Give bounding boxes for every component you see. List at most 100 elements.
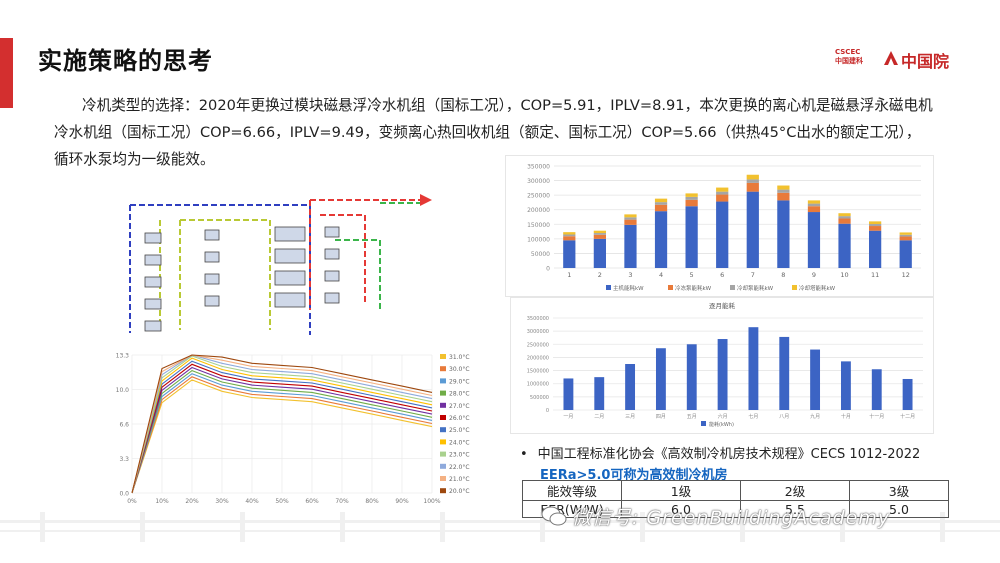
x-tick-label: 30% bbox=[215, 498, 229, 505]
x-tick-label: 一月 bbox=[563, 414, 573, 420]
legend-swatch bbox=[440, 488, 446, 494]
series-line bbox=[131, 363, 433, 494]
x-tick-label: 七月 bbox=[748, 413, 758, 420]
legend-swatch bbox=[730, 285, 735, 290]
bar bbox=[594, 377, 605, 410]
x-tick-label: 7 bbox=[751, 271, 755, 279]
bar bbox=[810, 349, 821, 410]
bar-segment bbox=[624, 219, 637, 225]
y-tick-label: 50000 bbox=[531, 251, 550, 258]
series-line bbox=[131, 360, 433, 494]
legend-label: 能耗(kWh) bbox=[709, 421, 734, 428]
cop-curve-chart: 0.0 3.3 6.6 10.0 13.3 0% 10% 20% 30% 40% 50% 60% 70%… bbox=[116, 353, 470, 506]
series-line bbox=[131, 357, 433, 494]
series-line bbox=[131, 366, 433, 494]
x-tick-label: 11 bbox=[871, 271, 879, 279]
bullet-icon: • bbox=[520, 447, 528, 462]
y-tick-label: 2500000 bbox=[527, 342, 549, 348]
bar-segment bbox=[563, 234, 576, 237]
y-tick-label: 300000 bbox=[527, 178, 550, 185]
x-tick-label: 3 bbox=[628, 271, 632, 279]
legend-label: 29.0°C bbox=[449, 378, 470, 385]
legend-swatch bbox=[668, 285, 673, 290]
legend-label: 冷却塔能耗kW bbox=[799, 284, 836, 292]
x-tick-label: 十一月 bbox=[869, 413, 884, 420]
chart-title: 逐月能耗 bbox=[709, 301, 736, 310]
x-tick-label: 6 bbox=[720, 271, 724, 279]
body-paragraph: 冷机类型的选择：2020年更换过模块磁悬浮冷水机组（国标工况），COP=5.91… bbox=[54, 97, 933, 168]
bar-segment bbox=[869, 223, 882, 227]
bar-segment bbox=[716, 194, 729, 202]
bar-segment bbox=[807, 200, 821, 204]
table-row: EER(W/W) 6.0 5.5 5.0 bbox=[522, 500, 949, 518]
bar-segment bbox=[685, 193, 698, 197]
legend-swatch bbox=[440, 427, 446, 433]
legend-label: 主机能耗kW bbox=[613, 284, 644, 292]
monthly-energy-bar-chart: 逐月能耗 0 500000 1000000 1500000 2000000 2500000 3… bbox=[510, 297, 934, 434]
logo-main-text: 中国院 bbox=[901, 52, 950, 71]
bar-segment bbox=[869, 221, 882, 224]
wechat-icon bbox=[541, 506, 567, 526]
logo-small-text-1: CSCEC bbox=[835, 48, 861, 56]
bar-segment bbox=[563, 240, 576, 268]
bar-segment bbox=[593, 234, 606, 239]
y-tick-label: 200000 bbox=[527, 207, 550, 214]
table-row: 能效等级 1级 2级 3级 bbox=[522, 480, 949, 501]
legend-swatch bbox=[440, 451, 446, 457]
bar-segment bbox=[777, 185, 790, 190]
logo-mark-icon bbox=[884, 51, 898, 65]
piping-schematic bbox=[129, 194, 432, 335]
bar-segment bbox=[746, 182, 759, 192]
bar bbox=[871, 369, 882, 410]
legend-label: 28.0°C bbox=[449, 391, 470, 398]
y-tick-label: 0.0 bbox=[119, 491, 129, 498]
table-cell: 3级 bbox=[849, 480, 949, 501]
bar-segment bbox=[807, 206, 821, 213]
standard-name: 中国工程标准化协会《高效制冷机房技术规程》CECS 1012-2022 bbox=[537, 447, 921, 462]
bar bbox=[655, 348, 666, 410]
legend-label: 20.0°C bbox=[449, 488, 470, 495]
legend-swatch bbox=[606, 285, 611, 290]
bar-segment bbox=[899, 236, 912, 241]
x-tick-label: 五月 bbox=[687, 414, 697, 420]
legend-label: 冷却泵能耗kW bbox=[737, 284, 774, 292]
bar-segment bbox=[685, 199, 698, 207]
x-tick-label: 20% bbox=[185, 498, 199, 505]
series-line bbox=[131, 379, 433, 494]
x-tick-label: 十二月 bbox=[900, 413, 915, 420]
bar-segment bbox=[716, 187, 729, 192]
bar-segment bbox=[593, 230, 606, 234]
legend-swatch bbox=[701, 421, 706, 426]
bar-segment bbox=[593, 238, 606, 268]
legend-swatch bbox=[440, 366, 446, 372]
bar-segment bbox=[716, 201, 729, 268]
bar-segment bbox=[869, 230, 882, 268]
legend-swatch bbox=[792, 285, 797, 290]
x-tick-label: 八月 bbox=[779, 414, 789, 420]
x-tick-label: 5 bbox=[690, 271, 694, 279]
bar-segment bbox=[869, 226, 882, 231]
series-line bbox=[131, 354, 433, 494]
bar bbox=[902, 378, 913, 410]
bar bbox=[748, 327, 759, 410]
bar-segment bbox=[838, 213, 851, 217]
logo-small-text-2: 中国建科 bbox=[835, 57, 863, 65]
x-tick-label: 8 bbox=[781, 271, 785, 279]
legend-swatch bbox=[440, 476, 446, 481]
x-tick-label: 九月 bbox=[810, 413, 820, 420]
standard-title-line: • 中国工程标准化协会《高效制冷机房技术规程》CECS 1012-2022 bbox=[520, 443, 940, 462]
bar-segment bbox=[777, 189, 790, 193]
y-tick-label: 10.0 bbox=[116, 387, 130, 394]
y-tick-label: 6.6 bbox=[119, 422, 129, 429]
table-cell: 5.5 bbox=[740, 500, 850, 518]
bar-segment bbox=[746, 179, 759, 183]
bar bbox=[686, 344, 697, 410]
legend-label: 23.0°C bbox=[449, 452, 470, 459]
slide-title: 实施策略的思考 bbox=[38, 47, 213, 75]
x-tick-label: 50% bbox=[275, 498, 289, 505]
bar-segment bbox=[685, 196, 698, 200]
series-line bbox=[131, 354, 433, 494]
x-tick-label: 三月 bbox=[625, 414, 635, 420]
bar-chart: 逐月能耗 0 500000 1000000 1500000 2000000 2500000 3… bbox=[527, 301, 923, 428]
x-tick-label: 六月 bbox=[718, 413, 728, 420]
